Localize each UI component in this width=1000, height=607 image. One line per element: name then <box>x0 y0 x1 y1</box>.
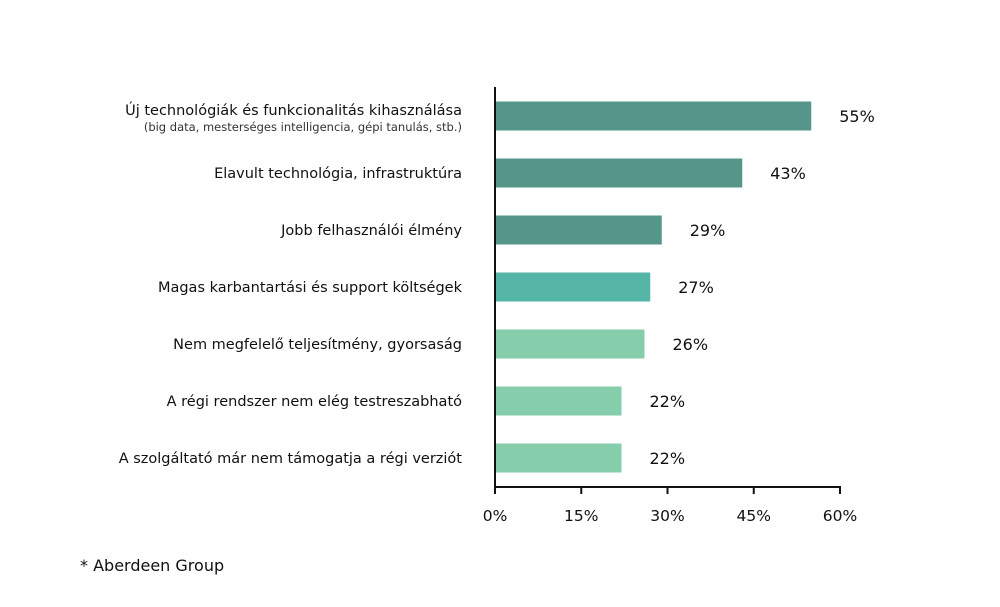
x-tick-label: 45% <box>737 507 771 525</box>
category-label: Új technológiák és funkcionalitás kihasz… <box>125 101 462 119</box>
bar <box>495 443 622 473</box>
category-label: Magas karbantartási és support költségek <box>158 280 463 296</box>
category-label: A szolgáltató már nem támogatja a régi v… <box>119 451 463 467</box>
x-tick-label: 30% <box>650 507 684 525</box>
x-tick-label: 15% <box>564 507 598 525</box>
category-labels-layer: Új technológiák és funkcionalitás kihasz… <box>119 101 463 467</box>
value-label: 55% <box>839 107 875 126</box>
x-tick-label: 0% <box>483 507 508 525</box>
value-label: 29% <box>690 221 726 240</box>
source-footnote: * Aberdeen Group <box>80 556 225 575</box>
value-label: 43% <box>770 164 806 183</box>
bar <box>495 158 743 188</box>
category-label: Elavult technológia, infrastruktúra <box>214 166 462 182</box>
bar <box>495 101 812 131</box>
bar <box>495 272 651 302</box>
value-label: 26% <box>673 335 709 354</box>
value-label: 27% <box>678 278 714 297</box>
category-label: A régi rendszer nem elég testreszabható <box>167 394 463 410</box>
bar <box>495 329 645 359</box>
bar <box>495 386 622 416</box>
category-note: (big data, mesterséges intelligencia, gé… <box>144 120 462 134</box>
value-labels-layer: 55% 43% 29% 27% 26% 22% 22% <box>650 107 875 468</box>
value-label: 22% <box>650 392 686 411</box>
x-axis: 0% 15% 30% 45% 60% <box>483 87 857 525</box>
bar <box>495 215 662 245</box>
category-label: Nem megfelelő teljesítmény, gyorsaság <box>173 337 462 353</box>
bars-layer <box>495 101 812 473</box>
value-label: 22% <box>650 449 686 468</box>
category-label: Jobb felhasználói élmény <box>280 223 462 239</box>
x-tick-label: 60% <box>823 507 857 525</box>
